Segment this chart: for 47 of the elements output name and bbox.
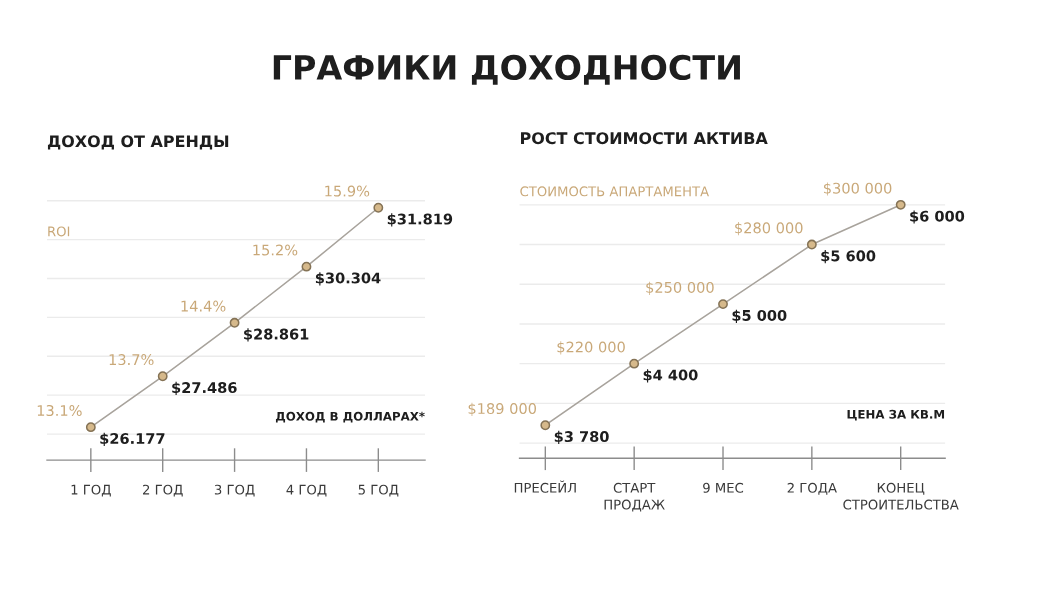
data-label: $4 400 <box>643 369 698 383</box>
x-tick-label: 3 ГОД <box>214 484 255 497</box>
data-label: $26.177 <box>100 432 165 446</box>
data-label: $28.861 <box>244 328 309 342</box>
data-label: $6 000 <box>910 210 965 224</box>
data-label: $27.486 <box>172 381 237 396</box>
annotation: ЦЕНА ЗА КВ.М <box>847 409 945 421</box>
annotation: ДОХОД В ДОЛЛАРАХ* <box>275 411 425 423</box>
point <box>157 371 168 382</box>
x-tick-label: 1 ГОД <box>71 484 111 497</box>
x-tick-label: 4 ГОД <box>286 484 327 497</box>
point <box>85 422 96 433</box>
point <box>540 420 551 431</box>
annotation: $220 000 <box>557 341 625 355</box>
x-tick-label: СТАРТ ПРОДАЖ <box>604 482 665 512</box>
text: ГРАФИКИ ДОХОДНОСТИ <box>273 54 740 85</box>
annotation: 15.2% <box>253 244 298 256</box>
annotation: $189 000 <box>468 402 537 416</box>
x-tick-label: 2 ГОД <box>143 484 183 497</box>
point <box>373 202 384 213</box>
data-label: $5 600 <box>821 250 876 264</box>
annotation: 14.4% <box>181 300 226 312</box>
annotation: 13.7% <box>109 354 154 366</box>
x-tick-label: 9 МЕС <box>703 482 744 493</box>
annotation: $280 000 <box>735 222 803 236</box>
point <box>806 239 817 250</box>
point <box>229 317 240 328</box>
annotation: $300 000 <box>823 182 892 196</box>
data-label: $5 000 <box>732 309 787 323</box>
x-tick-label: 2 ГОДА <box>787 482 837 495</box>
x-tick-label: КОНЕЦ СТРОИТЕЛЬСТВА <box>843 482 959 510</box>
annotation: ROI <box>48 226 70 237</box>
point <box>629 358 640 369</box>
annotation: 13.1% <box>37 405 82 417</box>
point <box>718 299 728 310</box>
point <box>301 261 312 272</box>
chart-title: ДОХОД ОТ АРЕНДЫ <box>47 135 229 150</box>
x-tick-label: 5 ГОД <box>358 484 399 497</box>
data-label: $30.304 <box>315 272 381 286</box>
x-tick-label: ПРЕСЕЙЛ <box>514 480 576 493</box>
text: СТОИМОСТЬ АПАРТАМЕНТА <box>520 186 709 197</box>
data-label: $31.819 <box>387 213 453 227</box>
data-label: $3 780 <box>554 430 609 445</box>
point <box>895 199 906 210</box>
annotation: 15.9% <box>325 185 370 197</box>
annotation: $250 000 <box>646 281 714 295</box>
chart-title: РОСТ СТОИМОСТИ АКТИВА <box>521 132 768 145</box>
